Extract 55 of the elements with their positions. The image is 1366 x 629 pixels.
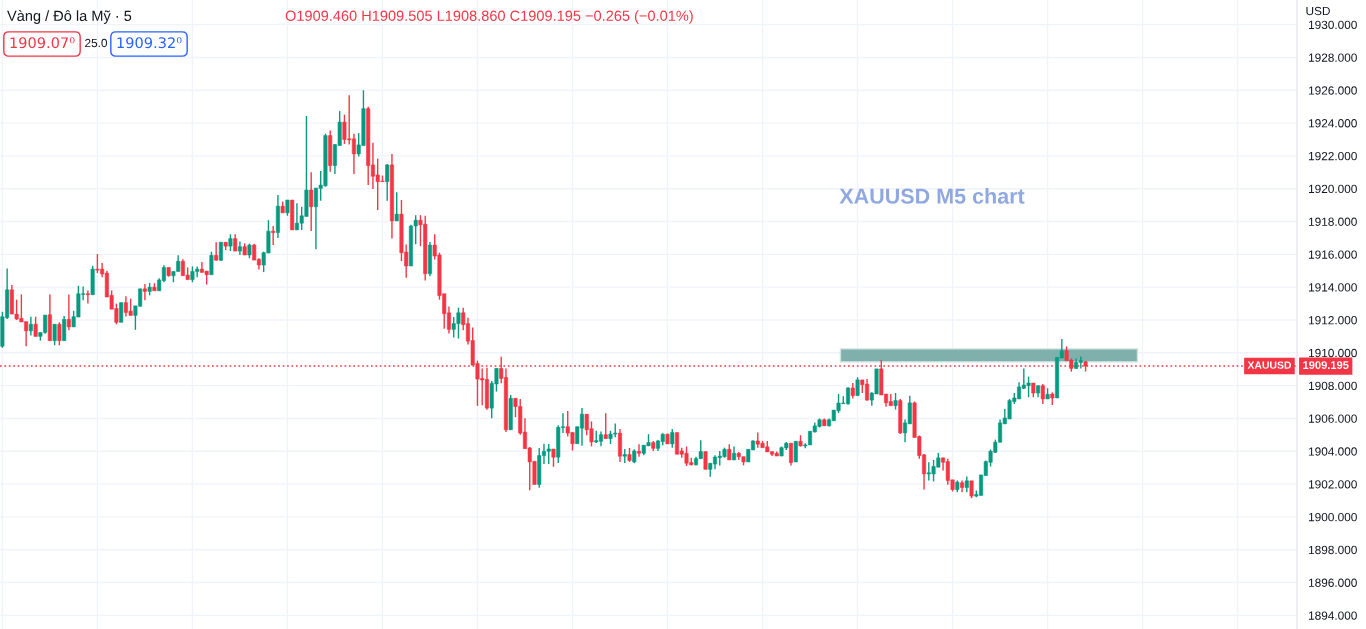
annotation: 25.0: [85, 38, 108, 48]
ref-line-label: XAUUSD: [1247, 361, 1292, 369]
y-tick-label: 1894.000: [1309, 611, 1357, 620]
y-tick-label: 1902.000: [1309, 480, 1357, 489]
text: Vàng / Đô la Mỹ · 5: [7, 10, 132, 24]
candlestick: [603, 412, 608, 440]
y-tick-label: 1912.000: [1309, 316, 1357, 325]
text: 1909.195: [1303, 361, 1349, 370]
annotation: 1909.07⁰: [10, 37, 75, 49]
candlestick: [855, 376, 860, 397]
y-tick-label: 1898.000: [1309, 545, 1357, 555]
y-tick-label: 1918.000: [1309, 217, 1357, 226]
candlestick: [271, 225, 276, 246]
candlestick: [351, 133, 356, 175]
candlestick: [218, 241, 223, 262]
y-tick-label: 1924.000: [1309, 119, 1357, 128]
candlestick: [62, 315, 67, 342]
candlestick: [52, 323, 57, 346]
candlestick: [309, 171, 314, 232]
y-tick-label: 1904.000: [1309, 447, 1357, 456]
candlestick: [85, 289, 90, 305]
candlestick: [66, 293, 71, 331]
candlestick: [618, 428, 622, 463]
candlestick: [142, 283, 147, 302]
y-tick-label: 1914.000: [1309, 283, 1357, 292]
annotation: O1909.460 H1909.505 L1908.860 C1909.195 −0.265 (−0.01%): [285, 10, 693, 24]
candlestick: [385, 163, 390, 202]
candlestick: [214, 241, 219, 261]
y-tick-label: 1900.000: [1309, 512, 1357, 522]
candlestick: [670, 428, 675, 449]
candlestick: [28, 316, 33, 337]
candlestick: [637, 443, 641, 458]
y-tick-label: 1926.000: [1309, 86, 1357, 95]
y-tick-label: 1920.000: [1309, 184, 1357, 194]
y-tick-label: 1896.000: [1309, 578, 1357, 587]
y-tick-label: 1910.000: [1309, 348, 1357, 358]
y-tick-label: 1928.000: [1309, 53, 1357, 62]
annotation: XAUUSD M5 chart: [839, 187, 1025, 204]
y-tick-label: 1916.000: [1309, 250, 1357, 259]
candlestick: [546, 443, 551, 465]
candlestick: [1040, 383, 1045, 405]
y-tick-label: 1922.000: [1309, 151, 1357, 161]
y-tick-label: 1908.000: [1309, 381, 1357, 391]
text: USD: [1306, 6, 1330, 16]
y-tick-label: 1906.000: [1309, 414, 1357, 423]
candlestick: [119, 301, 124, 323]
annotation: 1909.32⁰: [117, 37, 182, 49]
candlestick: [57, 321, 62, 346]
candlestick: [33, 316, 38, 338]
candlestick: [1078, 355, 1083, 370]
candlestick: [789, 442, 794, 467]
y-tick-label: 1930.000: [1309, 20, 1357, 30]
candlestick: [209, 251, 214, 276]
candlestick: [394, 191, 399, 222]
candlestick: [793, 440, 798, 463]
